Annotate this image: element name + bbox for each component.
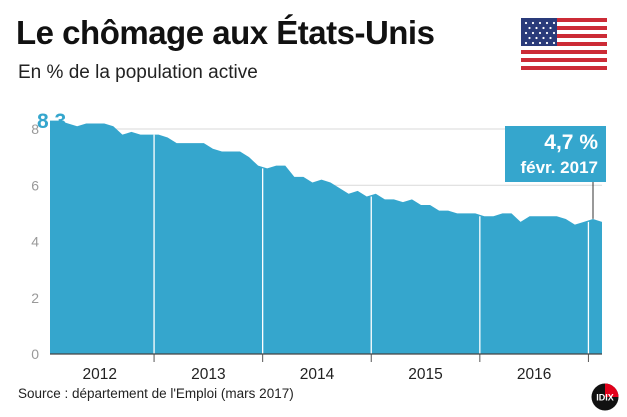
- y-tick-label: 0: [31, 346, 39, 362]
- svg-text:IDIX: IDIX: [596, 393, 614, 403]
- axes: [50, 353, 602, 362]
- callout-value: 4,7 %: [544, 131, 598, 154]
- year-label-2013: 2013: [191, 366, 225, 383]
- y-tick-label: 4: [31, 234, 39, 250]
- callout: 4,7 % févr. 2017: [505, 126, 606, 219]
- page-title: Le chômage aux États-Unis: [16, 14, 435, 51]
- year-label-2012: 2012: [83, 366, 117, 383]
- idix-logo: IDIX: [591, 383, 619, 411]
- labels: 0 2 4 6 8 2012 2013 2014 2015 2016 8,3: [31, 110, 551, 383]
- us-flag-icon: [521, 18, 607, 70]
- year-separators: [153, 134, 590, 354]
- start-value-label: 8,3: [37, 110, 66, 133]
- callout-date: févr. 2017: [520, 158, 598, 177]
- year-label-2015: 2015: [408, 366, 442, 383]
- callout-box: [505, 126, 606, 182]
- year-label-2016: 2016: [517, 366, 551, 383]
- area-layer: [50, 120, 602, 355]
- page-subtitle: En % de la population active: [18, 62, 258, 83]
- unemployment-area: [50, 120, 602, 355]
- year-label-2014: 2014: [300, 366, 335, 383]
- source-note: Source : département de l'Emploi (mars 2…: [18, 386, 294, 401]
- y-tick-label: 6: [31, 177, 39, 193]
- y-tick-label: 2: [31, 290, 39, 306]
- y-tick-label: 8: [31, 121, 39, 137]
